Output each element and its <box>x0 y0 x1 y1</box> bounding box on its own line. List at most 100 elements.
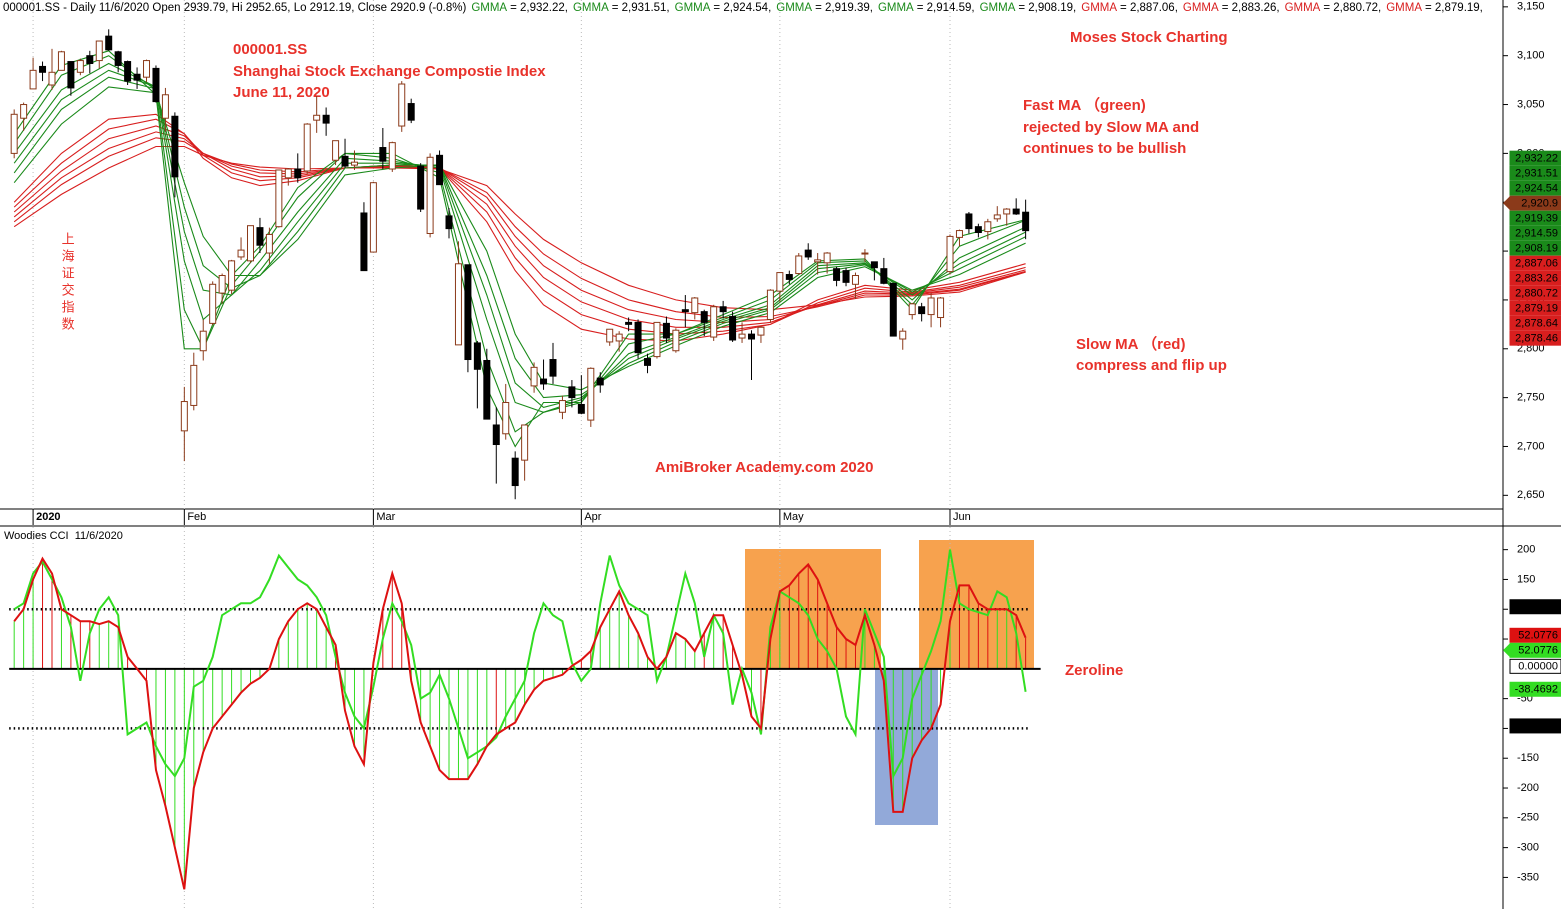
candle-body <box>577 403 585 414</box>
candle-body <box>350 161 358 166</box>
header-series-value: = 2,914.59, <box>917 2 975 14</box>
header: 000001.SS - Daily 11/6/2020 Open 2939.79… <box>3 2 1483 14</box>
value-tag-label: 2,932.22 <box>1515 153 1558 165</box>
x-tick-label: Apr <box>584 511 601 523</box>
value-tag: 2,880.72 <box>1509 285 1561 301</box>
candle-body <box>804 249 812 258</box>
candle-body <box>766 289 774 320</box>
header-series-value: = 2,883.26, <box>1222 2 1280 14</box>
header-series-name: GMMA <box>980 2 1016 14</box>
candle-body <box>454 263 462 346</box>
candle-body <box>398 83 406 127</box>
candle-body <box>1022 211 1030 232</box>
candle-body <box>558 400 566 413</box>
candle-body <box>596 377 604 386</box>
candle-body <box>199 330 207 352</box>
candle-body <box>445 215 453 230</box>
highlight-box <box>919 540 1034 669</box>
candle-body <box>256 227 264 246</box>
y-tick-label: 3,150 <box>1517 1 1545 13</box>
value-tag: 2,920.9 <box>1503 195 1561 211</box>
value-tag: 2,878.46 <box>1509 330 1561 346</box>
ma-line <box>13 131 1026 323</box>
value-tag-box <box>1509 225 1561 241</box>
value-tag-box <box>1509 210 1561 226</box>
candle-body <box>322 114 330 124</box>
y-tick-label: -250 <box>1517 812 1539 824</box>
ma-line <box>13 125 1026 328</box>
candle-body <box>57 51 65 71</box>
y-tick-label: -300 <box>1517 842 1539 854</box>
candle-body <box>738 333 746 339</box>
candle-body <box>993 214 1001 220</box>
candle-body <box>407 103 415 121</box>
x-tick-label: Mar <box>376 511 395 523</box>
candle-body <box>95 40 103 62</box>
candle-body <box>105 35 113 51</box>
annotation: Moses Stock Charting <box>1070 29 1228 46</box>
ma-line <box>13 113 1026 342</box>
value-tag-box <box>1509 285 1561 301</box>
value-tag-label: 2,883.26 <box>1515 273 1558 285</box>
value-tag-label: 2,924.54 <box>1515 183 1558 195</box>
candle-body <box>483 360 491 420</box>
annotation: 000001.SS <box>233 41 307 58</box>
candle-body <box>927 297 935 316</box>
value-tag-box <box>1509 240 1561 256</box>
candle-body <box>662 322 670 339</box>
y-tick-label: 2,750 <box>1517 392 1545 404</box>
candle-body <box>10 113 18 154</box>
header-quote: 000001.SS - Daily 11/6/2020 Open 2939.79… <box>3 2 466 14</box>
candle-body <box>332 140 340 161</box>
candle-body <box>294 168 302 179</box>
candle-body <box>889 282 897 337</box>
value-tag: 2,931.51 <box>1509 165 1561 181</box>
value-tag: 2,932.22 <box>1509 150 1561 166</box>
candle-body <box>492 424 500 446</box>
header-series-value: = 2,908.19, <box>1018 2 1076 14</box>
value-tag: 52.0776 <box>1509 627 1561 643</box>
value-tag-arrow <box>1503 643 1510 658</box>
header-series-name: GMMA <box>1183 2 1219 14</box>
candle-body <box>473 342 481 370</box>
value-tag-box <box>1509 627 1561 643</box>
candle-body <box>625 321 633 325</box>
pane-title: Woodies CCI 11/6/2020 <box>4 530 123 542</box>
candle-body <box>672 329 680 352</box>
value-tag-label: 2,878.46 <box>1515 333 1558 345</box>
candle-body <box>974 226 982 234</box>
candle-body <box>360 212 368 272</box>
candle-body <box>776 272 784 292</box>
header-series-value: = 2,879.19, <box>1425 2 1483 14</box>
value-tag-box <box>1509 165 1561 181</box>
candle-body <box>161 94 169 119</box>
candle-body <box>540 378 548 385</box>
value-tag: 2,883.26 <box>1509 270 1561 286</box>
candle-body <box>587 367 595 421</box>
value-tag-label: 2,879.19 <box>1515 303 1558 315</box>
candle-body <box>946 235 954 273</box>
value-tag-box <box>1509 642 1561 658</box>
value-tag-box <box>1509 270 1561 286</box>
value-tag: 2,878.64 <box>1509 315 1561 331</box>
candle-body <box>265 233 273 254</box>
candle-body <box>511 457 519 487</box>
header-series-name: GMMA <box>1081 2 1117 14</box>
y-tick-label: 150 <box>1517 573 1535 585</box>
candle-body <box>29 69 37 90</box>
value-tag-label: 2,920.9 <box>1521 198 1558 210</box>
value-tag-label: 0.00000 <box>1518 661 1558 673</box>
header-series-name: GMMA <box>776 2 812 14</box>
candle-body <box>851 275 859 285</box>
value-tag-label: 2,914.59 <box>1515 228 1558 240</box>
candle-body <box>1012 208 1020 215</box>
value-tag-arrow <box>1503 196 1510 211</box>
value-tag-box <box>1509 180 1561 196</box>
value-tag-box <box>1509 255 1561 271</box>
header-series-name: GMMA <box>471 2 507 14</box>
candle-body <box>417 165 425 210</box>
candle-body <box>644 358 652 366</box>
candle-body <box>39 65 47 73</box>
value-tag: 2,879.19 <box>1509 300 1561 316</box>
